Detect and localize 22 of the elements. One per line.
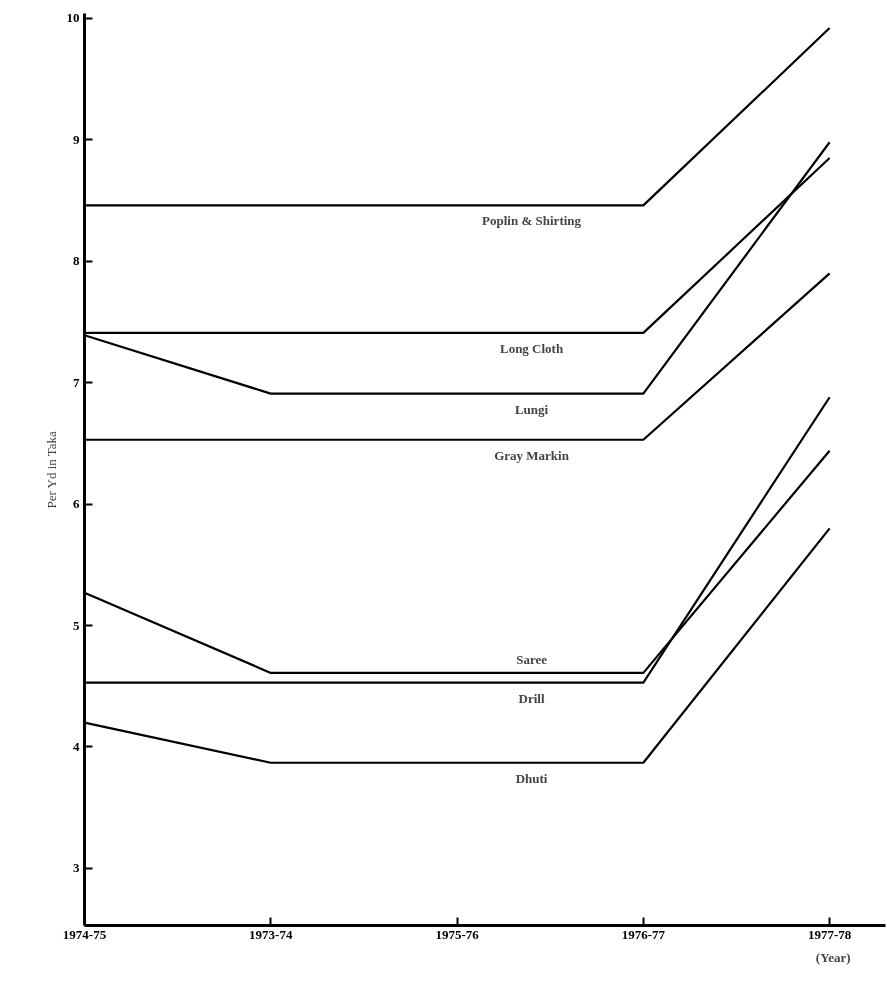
y-tick-label: 8 — [73, 253, 80, 269]
y-axis-title: Per Yd in Taka — [43, 430, 59, 509]
x-tick-label: 1975-76 — [435, 926, 480, 942]
y-tick-label: 7 — [73, 374, 80, 390]
x-tick-label: 1974-75 — [62, 926, 107, 942]
series-label: Saree — [516, 651, 548, 667]
x-tick-label: 1976-77 — [621, 926, 666, 942]
y-tick-label: 9 — [73, 131, 80, 147]
series-label: Lungi — [514, 401, 549, 417]
x-tick-label: 1973-74 — [249, 926, 293, 942]
series-label: Long Cloth — [499, 340, 564, 356]
x-axis-title: (Year) — [815, 949, 851, 965]
y-tick-label: 10 — [66, 10, 80, 26]
series-label: Dhuti — [515, 770, 548, 786]
x-tick-label: 1977-78 — [807, 926, 852, 942]
y-tick-label: 6 — [73, 496, 80, 512]
y-tick-label: 3 — [73, 860, 80, 876]
series-label: Poplin & Shirting — [482, 213, 582, 229]
y-tick-label: 4 — [73, 738, 80, 754]
series-label: Gray Markin — [494, 447, 570, 463]
series-label: Drill — [518, 690, 545, 706]
y-tick-label: 5 — [73, 617, 80, 633]
